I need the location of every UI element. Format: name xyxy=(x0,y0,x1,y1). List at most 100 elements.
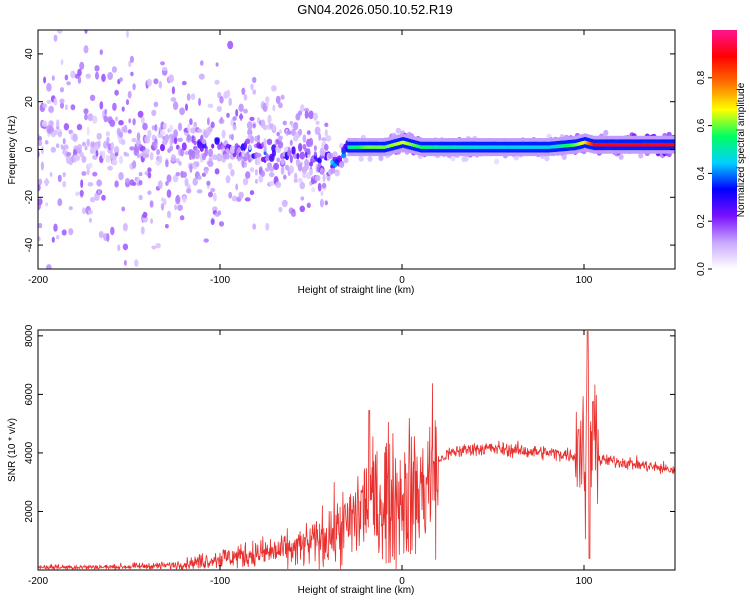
heatmap-cell xyxy=(502,148,505,153)
heatmap-cell xyxy=(584,144,587,148)
heatmap-cell xyxy=(625,150,629,154)
heatmap-cell xyxy=(609,139,612,143)
heatmap-cell xyxy=(414,140,417,144)
bottom-y-axis-label: SNR (10 * v/v) xyxy=(7,418,18,482)
heatmap-cell xyxy=(149,152,154,161)
heatmap-cell xyxy=(491,148,494,153)
heatmap-cell xyxy=(574,150,578,154)
heatmap-cell xyxy=(193,121,198,128)
heatmap-cell xyxy=(529,138,532,142)
heatmap-cell xyxy=(558,144,561,148)
heatmap-cell xyxy=(142,216,148,223)
heatmap-cell xyxy=(503,138,507,142)
heatmap-cell xyxy=(385,141,388,145)
heatmap-cell xyxy=(622,146,625,151)
heatmap-cell xyxy=(351,145,354,149)
heatmap-cell xyxy=(540,141,543,146)
heatmap-cell xyxy=(442,141,445,146)
heatmap-cell xyxy=(640,135,643,140)
heatmap-cell xyxy=(498,148,501,153)
heatmap-cell xyxy=(46,82,52,92)
heatmap-cell xyxy=(605,135,608,140)
heatmap-cell xyxy=(402,140,405,145)
heatmap-cell xyxy=(380,138,383,142)
heatmap-cell xyxy=(278,129,282,134)
heatmap-cell xyxy=(372,141,376,146)
heatmap-cell xyxy=(192,177,198,186)
heatmap-cell xyxy=(427,141,430,146)
heatmap-cell xyxy=(339,162,345,168)
heatmap-cell xyxy=(589,142,592,146)
heatmap-cell xyxy=(245,171,251,179)
heatmap-cell xyxy=(291,146,296,155)
heatmap-cell xyxy=(538,138,541,142)
heatmap-cell xyxy=(627,150,630,154)
heatmap-cell xyxy=(624,150,627,154)
heatmap-cell xyxy=(582,148,585,152)
heatmap-cell xyxy=(347,138,350,142)
heatmap-cell xyxy=(556,151,559,156)
heatmap-cell xyxy=(162,122,167,130)
heatmap-cell xyxy=(232,116,237,121)
heatmap-cell xyxy=(60,101,64,109)
heatmap-cell xyxy=(383,148,386,153)
heatmap-cell xyxy=(638,139,641,143)
heatmap-cell xyxy=(478,148,481,153)
heatmap-cell xyxy=(271,85,277,92)
heatmap-cell xyxy=(382,148,385,153)
heatmap-cell xyxy=(655,146,658,151)
y-tick-label: 8000 xyxy=(24,324,35,347)
heatmap-cell xyxy=(665,142,669,147)
heatmap-cell xyxy=(282,120,287,126)
heatmap-cell xyxy=(319,167,324,174)
heatmap-cell xyxy=(473,148,476,153)
heatmap-cell xyxy=(620,135,623,140)
heatmap-cell xyxy=(631,150,634,154)
heatmap-cell xyxy=(304,159,310,167)
heatmap-cell xyxy=(121,206,126,212)
heatmap-cell xyxy=(520,138,523,142)
heatmap-cell xyxy=(635,139,638,143)
heatmap-cell xyxy=(175,195,181,205)
heatmap-cell xyxy=(349,152,352,157)
heatmap-cell xyxy=(611,135,614,140)
heatmap-cell xyxy=(527,148,530,153)
heatmap-cell xyxy=(324,143,329,151)
heatmap-cell xyxy=(265,222,270,231)
heatmap-cell xyxy=(256,156,261,166)
heatmap-cell xyxy=(255,152,262,158)
heatmap-cell xyxy=(496,152,499,157)
heatmap-cell xyxy=(354,145,357,149)
heatmap-cell xyxy=(70,104,76,111)
heatmap-cell xyxy=(363,145,366,149)
heatmap-cell xyxy=(585,148,588,152)
heatmap-cell xyxy=(644,139,647,143)
heatmap-cell xyxy=(607,146,610,151)
heatmap-cell xyxy=(354,152,357,157)
heatmap-cell xyxy=(79,189,84,197)
heatmap-cell xyxy=(571,136,574,140)
heatmap-cell xyxy=(542,148,545,153)
heatmap-cell xyxy=(609,150,612,154)
colorbar-tick-label: 0.4 xyxy=(696,166,707,180)
heatmap-cell xyxy=(631,146,634,151)
heatmap-cell xyxy=(374,152,377,157)
heatmap-cell xyxy=(147,129,152,139)
heatmap-cell xyxy=(656,142,659,147)
heatmap-cell xyxy=(547,141,550,146)
heatmap-cell xyxy=(395,127,401,134)
heatmap-cell xyxy=(407,142,410,146)
heatmap-cell xyxy=(276,157,281,163)
heatmap-cell xyxy=(443,145,447,149)
heatmap-cell xyxy=(465,145,468,149)
heatmap-cell xyxy=(385,152,388,156)
heatmap-cell xyxy=(658,135,661,140)
heatmap-cell xyxy=(487,141,490,146)
heatmap-cell xyxy=(482,138,485,142)
heatmap-cell xyxy=(46,99,52,104)
heatmap-cell xyxy=(49,172,53,177)
heatmap-cell xyxy=(471,141,474,146)
heatmap-cell xyxy=(136,153,141,159)
heatmap-cell xyxy=(540,145,543,149)
heatmap-cell xyxy=(198,73,205,80)
